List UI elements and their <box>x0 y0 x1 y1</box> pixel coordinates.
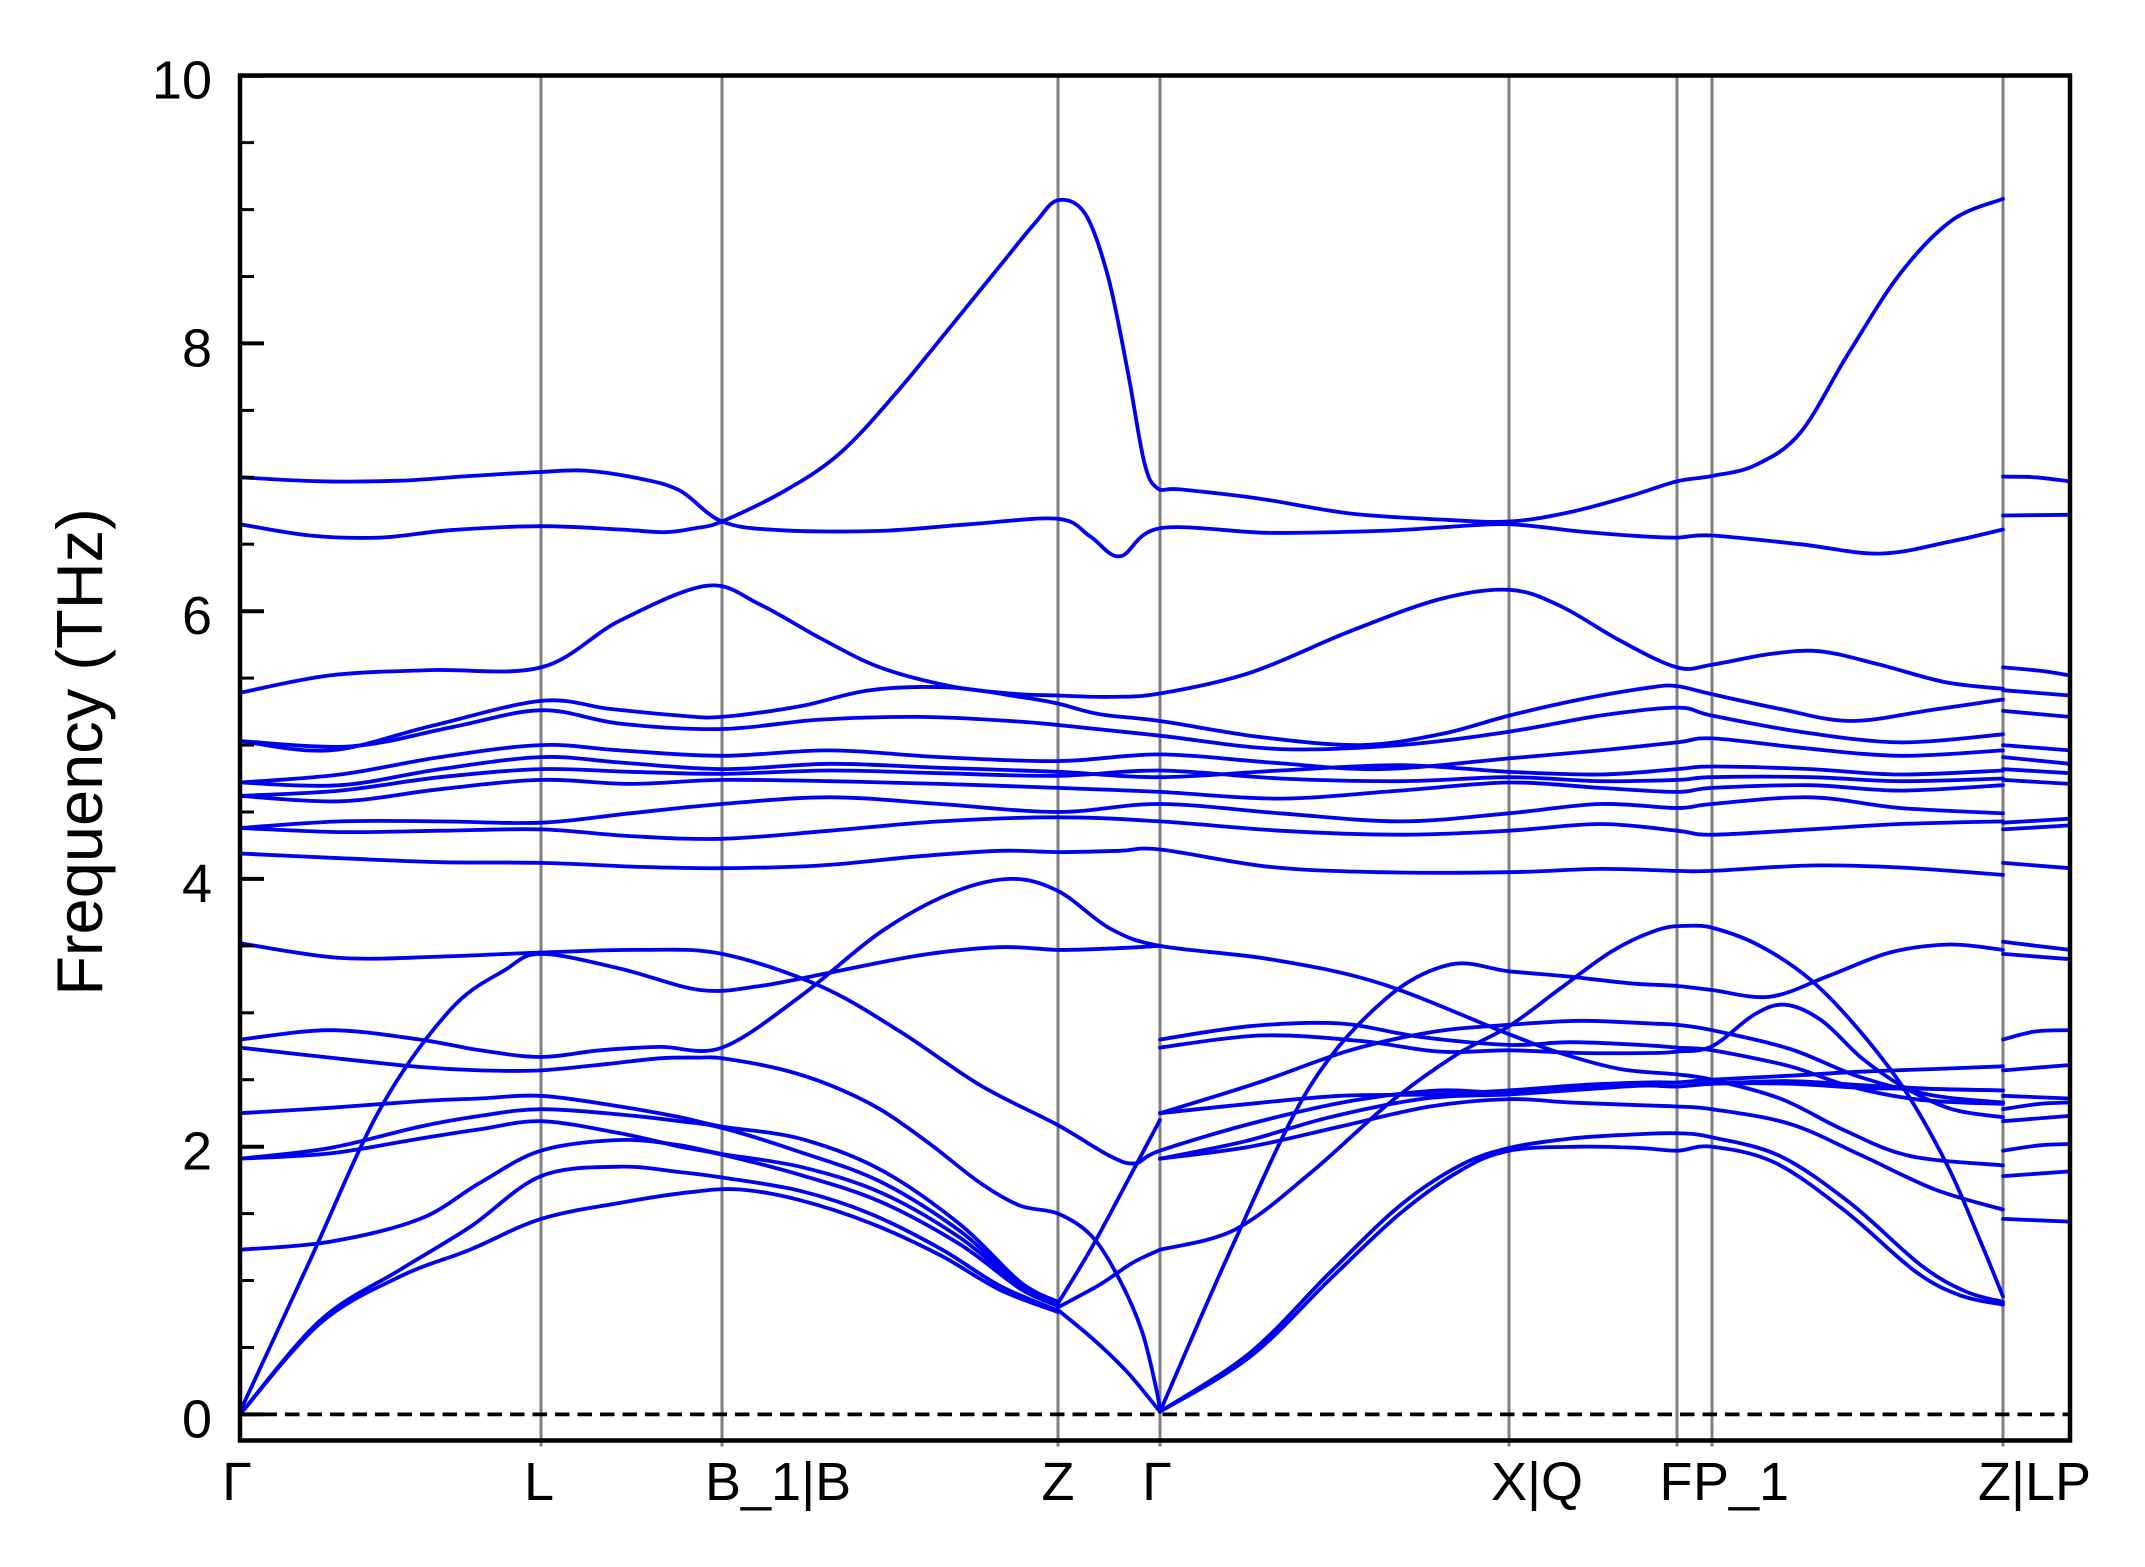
svg-text:Frequency (THz): Frequency (THz) <box>43 508 116 996</box>
svg-text:Γ: Γ <box>222 1452 252 1512</box>
svg-text:4: 4 <box>182 854 212 914</box>
svg-text:B_1|B: B_1|B <box>705 1452 851 1512</box>
svg-text:L: L <box>524 1452 554 1512</box>
svg-text:10: 10 <box>152 51 212 111</box>
svg-text:F: F <box>1660 1452 1693 1512</box>
svg-text:Z: Z <box>1042 1452 1075 1512</box>
svg-text:Z|LP: Z|LP <box>1978 1452 2091 1512</box>
svg-text:P_1: P_1 <box>1693 1452 1789 1512</box>
svg-text:8: 8 <box>182 318 212 378</box>
svg-text:2: 2 <box>182 1122 212 1182</box>
svg-text:6: 6 <box>182 586 212 646</box>
svg-text:X|Q: X|Q <box>1491 1452 1583 1512</box>
svg-text:Γ: Γ <box>1142 1452 1172 1512</box>
svg-text:0: 0 <box>182 1389 212 1449</box>
